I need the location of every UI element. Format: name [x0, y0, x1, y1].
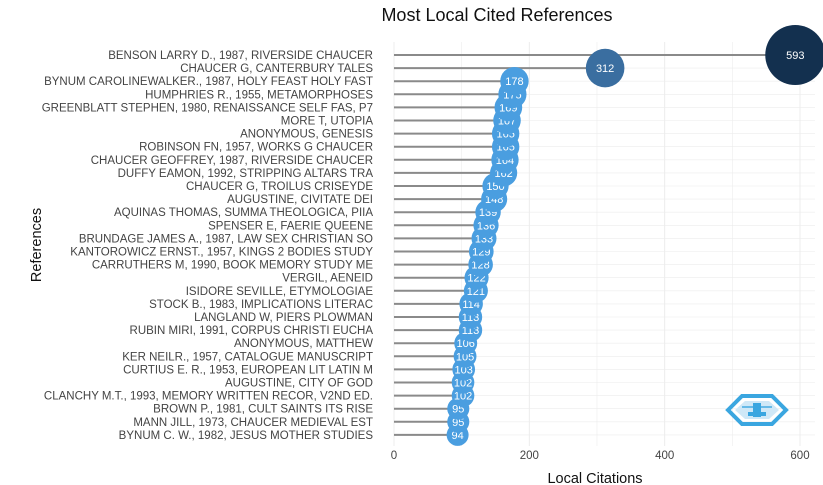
x-tick-label: 600	[790, 450, 809, 462]
data-value-label: 113	[462, 325, 480, 337]
data-value-label: 593	[786, 50, 804, 62]
reference-label: CLANCHY M.T., 1993, MEMORY WRITTEN RECOR…	[44, 391, 373, 403]
reference-label: CHAUCER G, TROILUS CRISEYDE	[186, 181, 373, 193]
x-tick-label: 0	[391, 450, 397, 462]
reference-label: MORE T, UTOPIA	[281, 116, 374, 128]
reference-label: HUMPHRIES R., 1955, METAMORPHOSES	[145, 89, 373, 101]
y-axis-labels: BENSON LARRY D., 1987, RIVERSIDE CHAUCER…	[42, 50, 374, 442]
y-axis-title: References	[29, 208, 45, 282]
reference-label: CHAUCER GEOFFREY, 1987, RIVERSIDE CHAUCE…	[91, 155, 373, 167]
data-points: 9495951021021031051061131131141211221281…	[446, 25, 823, 446]
x-axis-title: Local Citations	[547, 471, 642, 485]
reference-label: SPENSER E, FAERIE QUEENE	[208, 220, 373, 232]
reference-label: DUFFY EAMON, 1992, STRIPPING ALTARS TRA	[118, 168, 374, 180]
chart-title: Most Local Cited References	[381, 5, 612, 25]
reference-label: CHAUCER G, CANTERBURY TALES	[180, 63, 373, 75]
reference-label: ROBINSON FN, 1957, WORKS G CHAUCER	[139, 142, 373, 154]
data-value-label: 103	[455, 364, 473, 376]
reference-label: VERGIL, AENEID	[282, 273, 373, 285]
data-value-label: 95	[452, 417, 464, 429]
reference-label: MANN JILL, 1973, CHAUCER MEDIEVAL EST	[133, 417, 373, 429]
reference-label: ANONYMOUS, GENESIS	[240, 129, 373, 141]
reference-label: BYNUM C. W., 1982, JESUS MOTHER STUDIES	[119, 430, 374, 442]
reference-label: GREENBLATT STEPHEN, 1980, RENAISSANCE SE…	[42, 102, 373, 114]
data-value-label: 105	[456, 351, 474, 363]
reference-label: ANONYMOUS, MATTHEW	[234, 338, 373, 350]
reference-label: STOCK B., 1983, IMPLICATIONS LITERAC	[149, 299, 373, 311]
x-axis-ticks: 0 200 400 600	[391, 450, 810, 462]
reference-label: CARRUTHERS M, 1990, BOOK MEMORY STUDY ME	[92, 260, 374, 272]
data-value-label: 102	[454, 391, 472, 403]
reference-label: BENSON LARRY D., 1987, RIVERSIDE CHAUCER	[108, 50, 373, 62]
data-value-label: 312	[596, 63, 614, 75]
reference-label: LANGLAND W, PIERS PLOWMAN	[194, 312, 373, 324]
data-point	[585, 48, 625, 88]
x-tick-label: 200	[520, 450, 539, 462]
data-value-label: 94	[451, 430, 463, 442]
reference-label: ISIDORE SEVILLE, ETYMOLOGIAE	[186, 286, 374, 298]
data-point	[500, 67, 529, 96]
bibliometrix-logo-icon	[725, 394, 789, 426]
reference-label: BYNUM CAROLINEWALKER., 1987, HOLY FEAST …	[44, 76, 373, 88]
reference-label: AUGUSTINE, CIVITATE DEI	[227, 194, 373, 206]
reference-label: BROWN P., 1981, CULT SAINTS ITS RISE	[153, 404, 373, 416]
x-tick-label: 400	[655, 450, 674, 462]
reference-label: KER NEILR., 1957, CATALOGUE MANUSCRIPT	[122, 351, 373, 363]
reference-label: RUBIN MIRI, 1991, CORPUS CHRISTI EUCHA	[130, 325, 374, 337]
reference-label: AUGUSTINE, CITY OF GOD	[225, 378, 373, 390]
reference-label: AQUINAS THOMAS, SUMMA THEOLOGICA, PIIA	[114, 207, 373, 219]
reference-label: KANTOROWICZ ERNST., 1957, KINGS 2 BODIES…	[70, 247, 373, 259]
reference-label: BRUNDAGE JAMES A., 1987, LAW SEX CHRISTI…	[79, 233, 373, 245]
data-value-label: 178	[505, 76, 523, 88]
data-value-label: 102	[454, 378, 472, 390]
reference-label: CURTIUS E. R., 1953, EUROPEAN LIT LATIN …	[123, 364, 373, 376]
data-point	[765, 25, 823, 85]
